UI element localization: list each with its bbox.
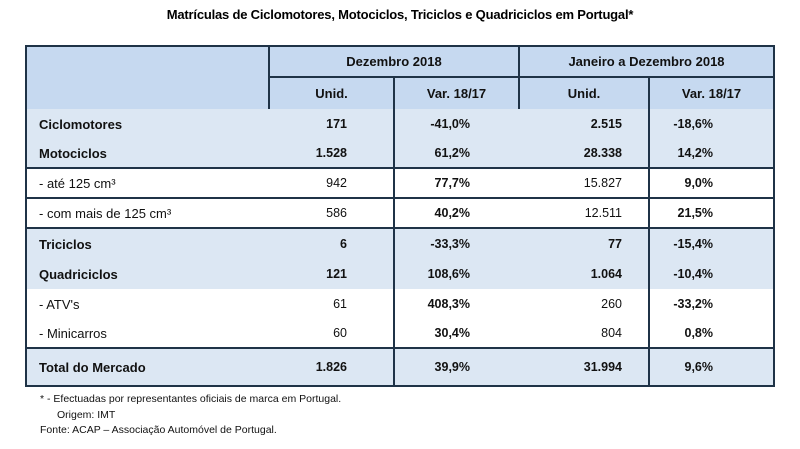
cell-var-dez: 408,3% [427,297,470,311]
table-row-atvs: - ATV's 61 408,3% 260 -33,2% [27,289,773,319]
cell-unid-dez: 1.528 [270,139,395,167]
column-header-unid-jan: Unid. [520,78,650,109]
cell-var-dez: -33,3% [430,237,470,251]
cell-var-dez: 39,9% [434,360,470,374]
table-row-ate-125: - até 125 cm³ 942 77,7% 15.827 9,0% [27,169,773,199]
group-header-janeiro-a-dezembro-2018: Janeiro a Dezembro 2018 [520,47,773,78]
table-row-ciclomotores: Ciclomotores 171 -41,0% 2.515 -18,6% [27,109,773,139]
table-row-minicarros: - Minicarros 60 30,4% 804 0,8% [27,319,773,349]
cell-unid-jan: 2.515 [520,109,650,139]
cell-unid-jan: 804 [520,319,650,347]
cell-unid-dez: 1.826 [270,349,395,385]
cell-unid-dez: 121 [270,259,395,289]
row-label: - Minicarros [39,325,107,341]
cell-var-dez: 77,7% [434,176,470,190]
table-row-motociclos: Motociclos 1.528 61,2% 28.338 14,2% [27,139,773,169]
table-row-quadriciclos: Quadriciclos 121 108,6% 1.064 -10,4% [27,259,773,289]
page-title: Matrículas de Ciclomotores, Motociclos, … [166,7,634,22]
row-label: Ciclomotores [39,116,123,132]
cell-var-jan: -10,4% [673,267,713,281]
row-label: - ATV's [39,296,80,312]
cell-unid-jan: 15.827 [520,169,650,197]
cell-unid-jan: 1.064 [520,259,650,289]
corner-cell [27,47,270,109]
cell-var-jan: 9,6% [684,360,714,374]
table-row-triciclos: Triciclos 6 -33,3% 77 -15,4% [27,229,773,259]
cell-var-jan: -18,6% [673,117,713,131]
cell-unid-jan: 31.994 [520,349,650,385]
cell-var-jan: -15,4% [673,237,713,251]
cell-unid-dez: 60 [270,319,395,347]
table-header: Dezembro 2018 Janeiro a Dezembro 2018 Un… [27,47,773,109]
column-header-unid-dez: Unid. [270,78,395,109]
cell-var-jan: -33,2% [673,297,713,311]
footnote-origem: Origem: IMT [57,408,116,421]
cell-var-jan: 21,5% [677,206,713,220]
cell-var-dez: 30,4% [434,326,470,340]
row-label: - com mais de 125 cm³ [39,205,172,221]
cell-unid-dez: 61 [270,289,395,319]
cell-unid-dez: 942 [270,169,395,197]
cell-unid-jan: 12.511 [520,199,650,227]
cell-unid-jan: 77 [520,229,650,259]
footnote-asterisk: * - Efectuadas por representantes oficia… [40,393,342,405]
table-row-total-do-mercado: Total do Mercado 1.826 39,9% 31.994 9,6% [27,349,773,385]
cell-unid-dez: 586 [270,199,395,227]
cell-var-dez: -41,0% [430,117,470,131]
column-header-var-jan: Var. 18/17 [681,86,742,101]
cell-unid-jan: 28.338 [520,139,650,167]
table-row-com-mais-125: - com mais de 125 cm³ 586 40,2% 12.511 2… [27,199,773,229]
cell-unid-jan: 260 [520,289,650,319]
row-label: Total do Mercado [39,359,146,375]
group-header-dezembro-2018: Dezembro 2018 [270,47,520,78]
cell-var-dez: 108,6% [427,267,470,281]
row-label: Quadriciclos [39,266,118,282]
column-header-var-dez: Var. 18/17 [395,78,520,109]
cell-unid-dez: 171 [270,109,395,139]
row-label: Motociclos [39,145,107,161]
footnote-fonte: Fonte: ACAP – Associação Automóvel de Po… [40,424,277,436]
cell-var-jan: 14,2% [677,146,713,160]
cell-var-jan: 0,8% [684,326,714,340]
row-label: - até 125 cm³ [39,175,116,191]
cell-var-jan: 9,0% [684,176,714,190]
footnotes: * - Efectuadas por representantes oficia… [40,392,341,439]
cell-unid-dez: 6 [270,229,395,259]
cell-var-dez: 40,2% [434,206,470,220]
registrations-table: Dezembro 2018 Janeiro a Dezembro 2018 Un… [25,45,775,387]
row-label: Triciclos [39,236,92,252]
cell-var-dez: 61,2% [434,146,470,160]
